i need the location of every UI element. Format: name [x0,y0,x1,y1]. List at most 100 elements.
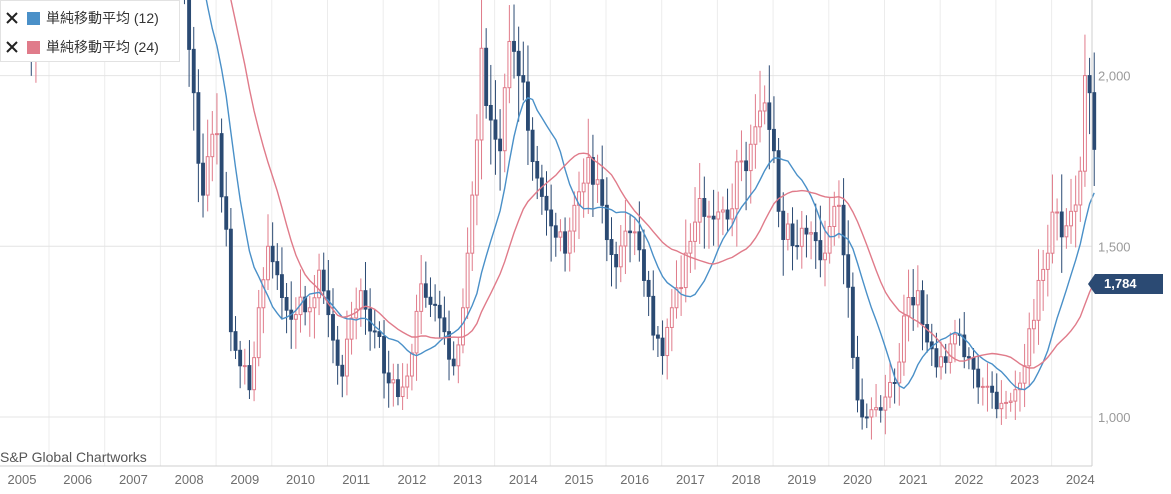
candle [363,262,368,335]
candle-body [642,249,646,281]
candle [470,181,475,271]
candle-body [767,102,772,130]
candle-body [1059,211,1064,238]
candle [707,200,711,249]
candle-body [502,87,507,152]
candle-body [433,303,438,306]
candle [201,133,205,218]
candle-body [284,297,289,311]
candle-body [744,160,749,172]
candle [256,289,261,367]
candle-body [479,47,484,141]
candle-body [215,133,219,136]
candle [864,403,869,429]
candle [526,45,530,166]
candle-body [823,252,827,261]
candle-body [1041,268,1046,281]
y-tick-label: 2,000 [1098,69,1131,84]
chart-grid [0,0,1092,466]
candle [716,191,721,247]
candle [1004,390,1008,420]
candle-body [953,333,957,345]
candle [962,312,967,369]
candle-body [535,161,540,179]
candle-body [233,331,238,351]
candle-body [804,227,809,235]
x-tick-label: 2022 [954,472,983,487]
candle-body [683,252,688,289]
candle-body [498,138,503,152]
candle [242,348,247,385]
candle [1018,372,1022,412]
close-icon[interactable] [5,40,19,54]
candle-body [707,215,711,218]
candle [210,111,215,182]
moving-average-lines [29,0,1095,391]
candle [317,253,322,316]
candle [1087,57,1092,135]
candle [818,205,823,278]
candle-body [1092,92,1097,150]
candle-body [210,133,215,158]
candle [906,269,911,342]
candlestick-series [21,0,1097,440]
candle [284,282,289,334]
candle [920,280,925,351]
candle [948,332,953,374]
candle-body [1064,225,1069,238]
candle [512,4,516,79]
moving-average-line [29,0,1095,391]
candle-body [836,204,841,207]
candle [535,145,540,200]
candle-body [781,210,786,240]
x-tick-label: 2006 [63,472,92,487]
candle [567,217,572,272]
candle [502,73,507,173]
candle-body [1036,279,1041,321]
candle-body [864,416,869,419]
candle [753,94,758,169]
candle [1013,370,1018,420]
candle-body [832,205,837,227]
candle [767,65,772,170]
candle [855,335,860,413]
candle-body [405,375,410,388]
candle-body [1050,211,1055,254]
candle [428,277,433,317]
candle [720,196,725,236]
candle-body [1022,365,1027,384]
candle-body [191,48,196,94]
candle-body [943,356,948,363]
candle [544,171,549,236]
candle-body [567,230,572,254]
candle [516,26,521,122]
candle [558,219,563,252]
candle [1078,156,1083,222]
candle-body [841,204,846,256]
candle-body [818,240,823,261]
candle [344,310,349,396]
candle-body [869,409,874,418]
x-tick-label: 2020 [843,472,872,487]
x-tick-label: 2007 [119,472,148,487]
candle-body [456,344,461,367]
candle-body [776,150,781,212]
candle [409,343,414,391]
candle [553,212,558,257]
candle-body [809,232,814,235]
candle-body [437,304,442,319]
candle-body [414,310,419,354]
close-icon[interactable] [5,11,19,25]
x-tick-label: 2019 [787,472,816,487]
candle-body [665,326,670,357]
candle-body [442,317,447,333]
candle-body [785,223,790,240]
candle [637,201,642,262]
candle-body [331,314,335,341]
candle-body [813,232,818,242]
candle-body [358,290,363,310]
x-tick-label: 2015 [565,472,594,487]
candle [1027,312,1032,387]
candle [939,341,943,380]
candle-body [484,47,489,106]
